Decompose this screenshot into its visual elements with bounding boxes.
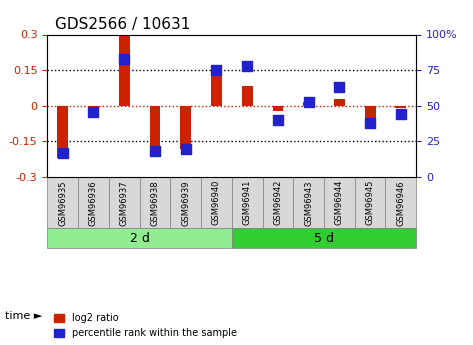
Text: GSM96939: GSM96939 — [181, 180, 190, 226]
FancyBboxPatch shape — [232, 177, 263, 228]
FancyBboxPatch shape — [140, 177, 170, 228]
Point — [90, 109, 97, 114]
Point — [120, 56, 128, 61]
FancyBboxPatch shape — [355, 177, 385, 228]
Point — [274, 117, 282, 123]
FancyBboxPatch shape — [170, 177, 201, 228]
Text: GSM96938: GSM96938 — [150, 180, 159, 226]
Text: time ►: time ► — [5, 311, 42, 321]
Bar — [119, 36, 130, 106]
Bar — [242, 86, 253, 106]
Point — [243, 63, 251, 69]
Bar — [149, 106, 160, 152]
Point — [151, 149, 159, 154]
Point — [336, 85, 343, 90]
Bar — [211, 67, 222, 106]
FancyBboxPatch shape — [109, 177, 140, 228]
Bar — [365, 106, 376, 120]
Text: GSM96942: GSM96942 — [273, 180, 282, 225]
Text: GSM96935: GSM96935 — [58, 180, 67, 226]
Text: GSM96944: GSM96944 — [335, 180, 344, 225]
Text: GSM96937: GSM96937 — [120, 180, 129, 226]
Point — [213, 67, 220, 73]
Bar — [303, 102, 314, 106]
Text: GSM96941: GSM96941 — [243, 180, 252, 225]
FancyBboxPatch shape — [232, 228, 416, 248]
FancyBboxPatch shape — [324, 177, 355, 228]
Point — [182, 146, 189, 151]
Text: GDS2566 / 10631: GDS2566 / 10631 — [55, 17, 190, 32]
Point — [397, 111, 405, 117]
Bar — [180, 106, 191, 149]
Point — [366, 120, 374, 126]
Point — [305, 99, 312, 104]
FancyBboxPatch shape — [47, 177, 78, 228]
Text: 2 d: 2 d — [130, 232, 149, 245]
Text: 5 d: 5 d — [314, 232, 334, 245]
FancyBboxPatch shape — [201, 177, 232, 228]
Point — [59, 150, 66, 156]
Text: GSM96945: GSM96945 — [366, 180, 375, 225]
FancyBboxPatch shape — [385, 177, 416, 228]
Bar — [88, 106, 99, 108]
Bar — [395, 106, 406, 108]
Text: GSM96946: GSM96946 — [396, 180, 405, 226]
Text: GSM96940: GSM96940 — [212, 180, 221, 225]
FancyBboxPatch shape — [263, 177, 293, 228]
Text: GSM96936: GSM96936 — [89, 180, 98, 226]
FancyBboxPatch shape — [47, 228, 232, 248]
FancyBboxPatch shape — [78, 177, 109, 228]
Bar — [334, 99, 345, 106]
Bar — [57, 106, 68, 158]
Text: GSM96943: GSM96943 — [304, 180, 313, 226]
FancyBboxPatch shape — [293, 177, 324, 228]
Legend: log2 ratio, percentile rank within the sample: log2 ratio, percentile rank within the s… — [52, 312, 238, 340]
Bar — [272, 106, 283, 110]
